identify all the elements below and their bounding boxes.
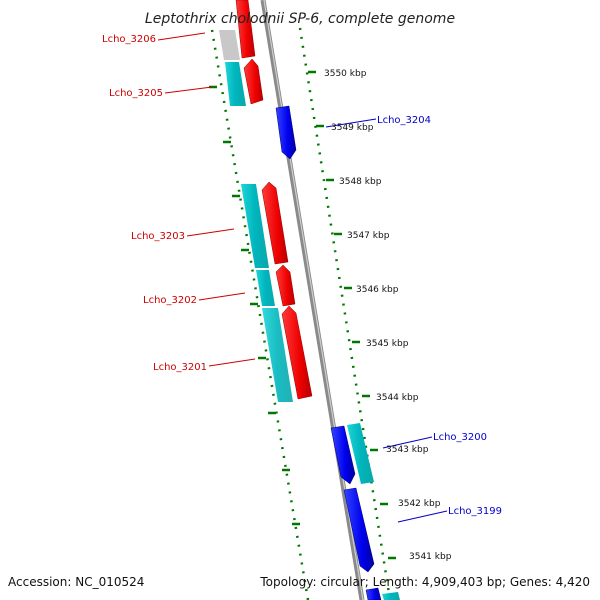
backbone-ring: [260, 0, 365, 600]
scale-label: 3546 kbp: [356, 285, 399, 295]
scale-label: 3542 kbp: [398, 499, 441, 509]
scale-label: 3550 kbp: [324, 69, 367, 79]
gene-lcho-3198-partial[interactable]: [365, 587, 382, 600]
scale-label: 3544 kbp: [376, 393, 419, 403]
gene-label-lcho-3204[interactable]: Lcho_3204: [377, 115, 431, 126]
gene-lcho-3199[interactable]: [343, 487, 375, 573]
label-leaders: [157, 32, 448, 523]
gene-label-lcho-3203[interactable]: Lcho_3203: [131, 231, 185, 242]
gene-lcho-3201[interactable]: [281, 305, 313, 400]
scale-label: 3547 kbp: [347, 231, 390, 241]
accession-label: Accession: NC_010524: [8, 575, 144, 589]
reverse-strand-genes: [275, 105, 382, 600]
genome-summary: Topology: circular; Length: 4,909,403 bp…: [259, 575, 590, 589]
outer-tick-ring: [298, 27, 392, 600]
gene-lcho-3202[interactable]: [275, 264, 296, 307]
forward-strand-genes: [235, 0, 313, 400]
scale-label: 3541 kbp: [409, 552, 452, 562]
gene-lcho-3204[interactable]: [275, 105, 297, 160]
gene-label-lcho-3205[interactable]: Lcho_3205: [109, 88, 163, 99]
gene-label-lcho-3201[interactable]: Lcho_3201: [153, 362, 207, 373]
scale-label: 3545 kbp: [366, 339, 409, 349]
gene-lcho-3200[interactable]: [330, 425, 356, 485]
scale-label: 3548 kbp: [339, 177, 382, 187]
gene-label-lcho-3206[interactable]: Lcho_3206: [102, 34, 156, 45]
inner-tick-ring: [210, 29, 310, 600]
map-title: Leptothrix cholodnii SP-6, complete geno…: [145, 11, 455, 27]
gene-label-lcho-3199[interactable]: Lcho_3199: [448, 506, 502, 517]
inner-major-ticks: [209, 85, 300, 526]
outer-major-ticks: [308, 70, 396, 560]
gene-label-lcho-3202[interactable]: Lcho_3202: [143, 295, 197, 306]
gene-lcho-3206[interactable]: [235, 0, 256, 59]
gene-labels: Lcho_3206 Lcho_3205 Lcho_3204 Lcho_3203 …: [102, 34, 502, 517]
gene-lcho-3205[interactable]: [243, 58, 264, 105]
gene-label-lcho-3200[interactable]: Lcho_3200: [433, 432, 487, 443]
scale-label: 3549 kbp: [331, 123, 374, 133]
gc-content-track: [219, 30, 400, 600]
scale-labels: 3550 kbp 3549 kbp 3548 kbp 3547 kbp 3546…: [324, 69, 452, 562]
scale-label: 3543 kbp: [386, 445, 429, 455]
gene-lcho-3203[interactable]: [261, 181, 289, 265]
